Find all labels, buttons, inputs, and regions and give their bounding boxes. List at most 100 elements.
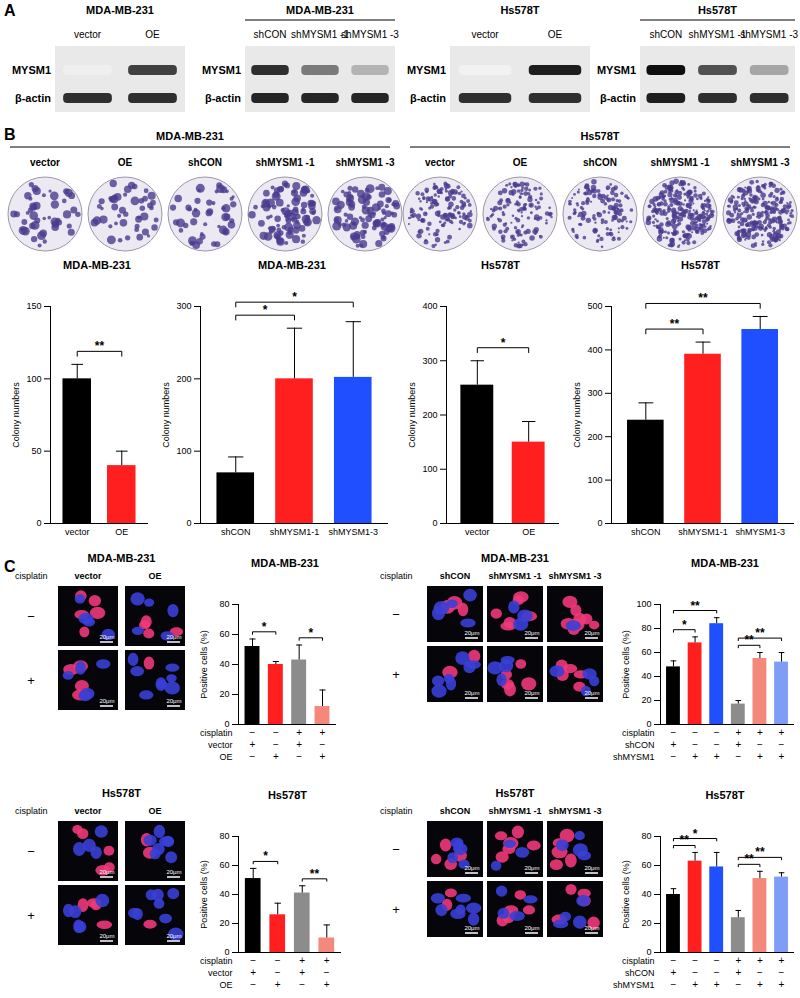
svg-text:100: 100 — [176, 446, 191, 456]
svg-text:60: 60 — [641, 647, 651, 657]
svg-text:cisplatin: cisplatin — [622, 728, 655, 738]
svg-text:shMYSM1: shMYSM1 — [613, 752, 655, 762]
svg-text:500: 500 — [587, 301, 602, 311]
svg-text:40: 40 — [219, 889, 229, 899]
svg-text:400: 400 — [422, 301, 437, 311]
svg-text:+: + — [757, 751, 763, 762]
svg-text:Colony numbers: Colony numbers — [572, 382, 582, 448]
svg-text:300: 300 — [587, 388, 602, 398]
svg-text:*: * — [501, 336, 506, 350]
svg-text:−: − — [714, 955, 720, 966]
svg-text:Positive cells (%): Positive cells (%) — [199, 860, 209, 929]
svg-text:OE: OE — [145, 29, 160, 40]
svg-text:Colony numbers: Colony numbers — [161, 382, 171, 448]
svg-text:+: + — [735, 955, 741, 966]
svg-text:+: + — [779, 751, 785, 762]
svg-text:β-actin: β-actin — [15, 92, 51, 104]
svg-text:MDA-MB-231: MDA-MB-231 — [156, 130, 224, 142]
svg-text:+: + — [392, 667, 400, 682]
svg-text:−: − — [273, 727, 279, 738]
svg-text:20: 20 — [219, 689, 229, 699]
svg-text:Colony numbers: Colony numbers — [407, 382, 417, 448]
svg-text:shCON: shCON — [440, 806, 471, 816]
svg-text:−: − — [692, 955, 698, 966]
svg-text:Positive cells (%): Positive cells (%) — [199, 630, 209, 699]
svg-text:OE: OE — [148, 571, 161, 581]
svg-text:vector: vector — [30, 157, 60, 168]
svg-text:100: 100 — [422, 464, 437, 474]
svg-text:20μm: 20μm — [584, 690, 599, 696]
svg-text:shMYSM1 -3: shMYSM1 -3 — [336, 157, 395, 168]
svg-text:0: 0 — [597, 518, 602, 528]
svg-text:20μm: 20μm — [584, 925, 599, 931]
svg-text:−: − — [273, 739, 279, 750]
svg-text:vector: vector — [208, 968, 233, 978]
svg-text:+: + — [757, 955, 763, 966]
svg-text:β-actin: β-actin — [600, 92, 636, 104]
svg-text:OE: OE — [219, 980, 232, 990]
svg-text:+: + — [779, 979, 785, 990]
svg-text:20μm: 20μm — [464, 925, 479, 931]
svg-text:shMYSM1 -1: shMYSM1 -1 — [488, 806, 541, 816]
svg-text:−: − — [714, 739, 720, 750]
svg-text:*: * — [682, 618, 687, 632]
svg-text:+: + — [671, 967, 677, 978]
svg-text:**: ** — [744, 852, 754, 866]
svg-text:Hs578T: Hs578T — [698, 4, 737, 16]
svg-text:20μm: 20μm — [584, 630, 599, 636]
svg-text:+: + — [296, 739, 302, 750]
svg-text:MYSM1: MYSM1 — [12, 64, 51, 76]
svg-text:+: + — [27, 673, 35, 688]
svg-text:+: + — [299, 955, 305, 966]
svg-text:80: 80 — [219, 831, 229, 841]
svg-text:shMYSM1 -1: shMYSM1 -1 — [651, 157, 710, 168]
svg-text:20: 20 — [219, 918, 229, 928]
svg-text:MDA-MB-231: MDA-MB-231 — [88, 552, 156, 564]
svg-text:−: − — [299, 979, 305, 990]
svg-text:−: − — [27, 844, 35, 859]
svg-text:20μm: 20μm — [99, 698, 114, 704]
svg-text:300: 300 — [176, 301, 191, 311]
svg-text:60: 60 — [641, 860, 651, 870]
svg-text:shMYSM1 -1: shMYSM1 -1 — [488, 571, 541, 581]
svg-text:OE: OE — [219, 752, 232, 762]
svg-text:−: − — [275, 967, 281, 978]
svg-text:shMYSM1-3: shMYSM1-3 — [735, 527, 785, 537]
svg-text:+: + — [714, 751, 720, 762]
svg-text:−: − — [296, 751, 302, 762]
svg-text:vector: vector — [465, 527, 490, 537]
svg-text:MDA-MB-231: MDA-MB-231 — [481, 552, 549, 564]
svg-text:cisplatin: cisplatin — [200, 728, 233, 738]
svg-text:20μm: 20μm — [99, 869, 114, 875]
svg-text:−: − — [735, 979, 741, 990]
svg-text:+: + — [250, 739, 256, 750]
svg-text:+: + — [324, 955, 330, 966]
svg-text:vector: vector — [74, 29, 102, 40]
svg-text:+: + — [299, 967, 305, 978]
svg-text:+: + — [250, 967, 256, 978]
svg-text:shCON: shCON — [221, 527, 251, 537]
svg-text:20: 20 — [641, 918, 651, 928]
svg-text:60: 60 — [219, 860, 229, 870]
svg-text:50: 50 — [31, 446, 41, 456]
svg-text:20μm: 20μm — [464, 690, 479, 696]
svg-text:MYSM1: MYSM1 — [597, 64, 636, 76]
svg-text:80: 80 — [641, 831, 651, 841]
svg-text:+: + — [692, 751, 698, 762]
svg-text:200: 200 — [422, 410, 437, 420]
svg-text:100: 100 — [636, 599, 651, 609]
svg-text:shCON: shCON — [625, 740, 655, 750]
svg-text:Hs578T: Hs578T — [500, 4, 539, 16]
svg-text:A: A — [4, 2, 16, 19]
svg-text:Positive cells (%): Positive cells (%) — [621, 630, 631, 699]
svg-text:shCON: shCON — [440, 571, 471, 581]
svg-text:shMYSM1: shMYSM1 — [613, 980, 655, 990]
svg-text:−: − — [735, 751, 741, 762]
svg-text:+: + — [757, 979, 763, 990]
svg-text:Hs578T: Hs578T — [495, 787, 534, 799]
svg-text:shCON: shCON — [625, 968, 655, 978]
svg-text:−: − — [392, 607, 400, 622]
svg-text:20μm: 20μm — [99, 634, 114, 640]
svg-text:OE: OE — [115, 527, 128, 537]
svg-text:100: 100 — [587, 475, 602, 485]
